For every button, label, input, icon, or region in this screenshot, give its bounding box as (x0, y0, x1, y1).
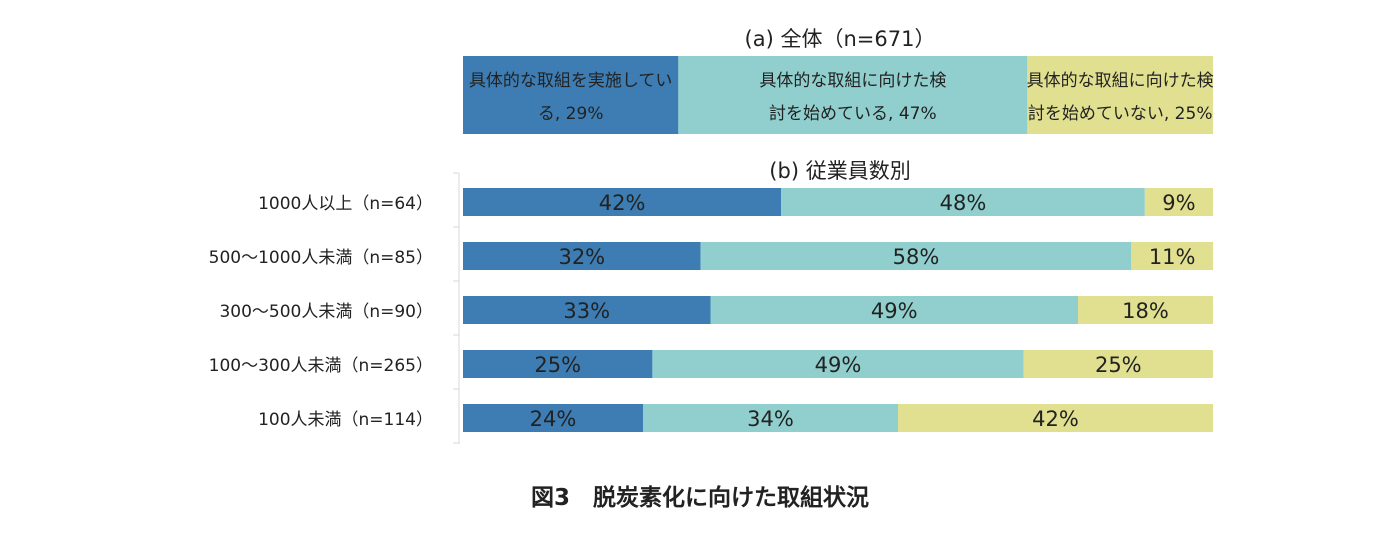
chart-b-data-label: 33% (563, 299, 610, 323)
chart-b-bar-segment (652, 350, 1024, 378)
chart-a-data-label-2: 具体的な取組に向けた検討を始めていない, 25% (1027, 71, 1214, 124)
chart-b-bar-segment (463, 296, 711, 324)
chart-b-category-label: 1000人以上（n=64） (258, 194, 433, 214)
chart-b-bar-segment (700, 242, 1132, 270)
chart-a-data-label-1: 具体的な取組に向けた検討を始めている, 47% (759, 71, 946, 124)
chart-b-data-label: 25% (1095, 353, 1142, 377)
chart-b-category-label: 100人未満（n=114） (258, 410, 433, 430)
chart-b-category-labels: 1000人以上（n=64） 500～1000人未満（n=85） 300～500人未満… (209, 194, 433, 430)
chart-b-bar-segment (463, 404, 643, 432)
chart-b-bar-segment (463, 350, 653, 378)
chart-b-data-label: 49% (871, 299, 918, 323)
chart-b-bars: 42% 48% 9% 32% 58% 11% 33% 49% 18% 25% 49% 25% 24% 34… (463, 188, 1213, 432)
chart-b-data-label: 49% (815, 353, 862, 377)
chart-b-bar-segment (1023, 350, 1213, 378)
chart-a-segment-1 (678, 56, 1028, 134)
chart-a-title: (a) 全体（n=671） (745, 27, 936, 51)
chart-b-bar-segment (710, 296, 1078, 324)
chart-a-data-label-0: 具体的な取組を実施している, 29% (469, 71, 673, 124)
chart-b-title: (b) 従業員数別 (769, 159, 910, 183)
chart-b-bar-segment (463, 188, 782, 216)
chart-b-data-label: 42% (599, 191, 646, 215)
chart-b-data-label: 11% (1149, 245, 1196, 269)
chart-b-bar-segment (1078, 296, 1213, 324)
chart-b-data-label: 32% (558, 245, 605, 269)
chart-b-bar-segment (898, 404, 1213, 432)
chart-b-data-label: 58% (893, 245, 940, 269)
chart-b-data-label: 48% (940, 191, 987, 215)
chart-b-data-label: 18% (1122, 299, 1169, 323)
chart-a-segment-0 (463, 56, 679, 134)
chart-b-bar-segment (643, 404, 898, 432)
chart-b-bar-segment (463, 242, 701, 270)
chart-b-category-label: 500～1000人未満（n=85） (209, 248, 433, 268)
chart-b-category-label: 100～300人未満（n=265） (209, 356, 433, 376)
chart-b-bar-segment (1131, 242, 1213, 270)
chart-b-data-label: 9% (1162, 191, 1195, 215)
chart-b-bar-segment (1144, 188, 1213, 216)
chart-b-bar-segment (781, 188, 1145, 216)
chart-b-data-label: 25% (534, 353, 581, 377)
chart-b-data-label: 34% (747, 407, 794, 431)
chart-b-data-label: 42% (1032, 407, 1079, 431)
chart-b-category-label: 300～500人未満（n=90） (219, 302, 433, 322)
chart-a-bars: 具体的な取組を実施している, 29% 具体的な取組に向けた検討を始めている, 47… (463, 56, 1214, 134)
chart-b-axis-ticks (453, 172, 459, 444)
chart-a-segment-2 (1027, 56, 1213, 134)
figure-caption: 図3 脱炭素化に向けた取組状況 (531, 484, 869, 511)
chart-b-data-label: 24% (530, 407, 577, 431)
